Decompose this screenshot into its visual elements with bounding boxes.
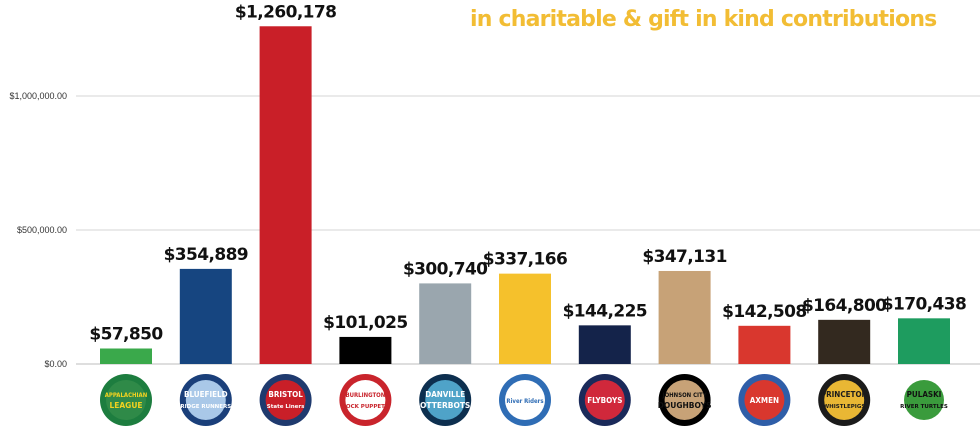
data-label: $142,508 (722, 302, 806, 322)
bar (578, 325, 631, 364)
y-tick-label: $1,000,000.00 (9, 91, 67, 101)
logo-text-top: BURLINGTON (346, 392, 386, 399)
bar (658, 270, 711, 364)
team-logo: FLYBOYS (578, 374, 631, 426)
data-label: $337,166 (483, 250, 567, 270)
data-label: $101,025 (323, 313, 407, 333)
data-label: $164,800 (802, 296, 887, 316)
team-logo: PULASKI RIVER TURTLES (898, 374, 950, 426)
team-logo: BRISTOL State Liners (259, 374, 312, 426)
y-tick-label: $0.00 (44, 359, 67, 369)
team-logo: PRINCETON WHISTLEPIGS (818, 374, 871, 426)
team-logo: DANVILLE OTTERBOTS (419, 374, 472, 426)
logo-text-bottom: DOUGHBOYS (658, 401, 712, 410)
logo-center (505, 380, 545, 420)
logo-center (664, 380, 705, 420)
y-axis-tick-labels: $0.00 $500,000.00 $1,000,000.00 (9, 91, 67, 369)
team-logo: APPALACHIAN LEAGUE (100, 374, 152, 426)
logo-text-bottom: RIVER TURTLES (900, 404, 948, 410)
logo-text-top: APPALACHIAN (105, 392, 148, 399)
logo-text-top: DANVILLE (425, 390, 465, 399)
data-label: $144,225 (563, 301, 647, 321)
logo-center (106, 380, 146, 420)
logo-center (584, 380, 625, 420)
logo-text-bottom: OTTERBOTS (420, 401, 470, 410)
logo-text-bottom: State Liners (267, 404, 305, 410)
logo-text-top: FLYBOYS (587, 396, 622, 405)
bar (499, 273, 551, 364)
logo-text-bottom: RIDGE RUNNERS (180, 404, 231, 410)
bar (898, 318, 950, 364)
logo-center (904, 380, 944, 420)
logo-text-top: PRINCETON (821, 390, 868, 399)
bars (100, 26, 950, 364)
logo-center (425, 380, 466, 420)
logo-text-bottom: WHISTLEPIGS (823, 404, 865, 410)
logo-text-top: AXMEN (750, 396, 779, 405)
data-label: $170,438 (882, 294, 966, 314)
data-label: $57,850 (89, 324, 163, 344)
bar (179, 268, 232, 364)
bar (818, 319, 871, 364)
y-tick-label: $500,000.00 (17, 225, 67, 235)
logo-center (265, 380, 306, 420)
logo-text-top: River Riders (506, 398, 543, 405)
data-label: $300,740 (403, 259, 488, 279)
logo-center (345, 380, 386, 420)
logo-center (824, 380, 865, 420)
chart-headline: in charitable & gift in kind contributio… (470, 7, 937, 32)
logo-text-top: JOHNSON CITY (662, 392, 707, 399)
logo-center (185, 380, 226, 420)
team-logo: BLUEFIELD RIDGE RUNNERS (179, 374, 232, 426)
logo-center (744, 380, 785, 420)
data-labels: $57,850 $354,889 $1,260,178 $101,025 $300,74… (89, 2, 966, 344)
team-logo: JOHNSON CITY DOUGHBOYS (658, 374, 712, 426)
bar (100, 348, 152, 364)
data-label: $1,260,178 (235, 2, 337, 22)
bar (738, 325, 791, 364)
logo-text-top: PULASKI (907, 390, 942, 399)
bar (339, 336, 392, 364)
data-label: $347,131 (642, 247, 726, 267)
data-label: $354,889 (164, 245, 248, 265)
bar (259, 26, 312, 364)
bar (419, 283, 472, 364)
logo-text-top: BRISTOL (268, 390, 303, 399)
logo-text-top: BLUEFIELD (184, 390, 228, 399)
logo-text-bottom: LEAGUE (109, 401, 142, 410)
logo-text-bottom: SOCK PUPPETS (342, 404, 389, 410)
team-logo: AXMEN (738, 374, 791, 426)
team-logo: BURLINGTON SOCK PUPPETS (339, 374, 392, 426)
team-logo: River Riders (499, 374, 551, 426)
